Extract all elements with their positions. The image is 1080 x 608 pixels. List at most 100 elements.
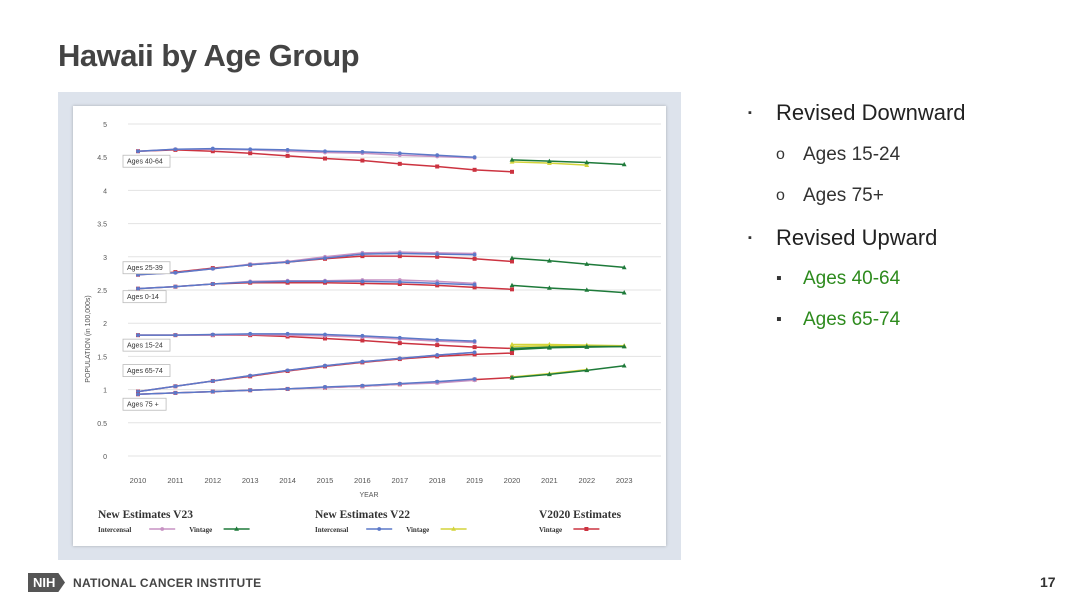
data-point-v2020_vintage: [435, 343, 440, 348]
data-point-v22_intercensal: [210, 332, 215, 337]
data-point-v22_intercensal: [136, 392, 140, 397]
data-point-v22_intercensal: [248, 147, 253, 152]
data-point-v2020_vintage: [472, 345, 477, 350]
data-point-v23_vintage: [584, 159, 590, 165]
data-point-v2020_vintage: [323, 336, 327, 341]
data-point-v22_intercensal: [360, 359, 365, 364]
bullet-marker: ▪: [776, 311, 782, 328]
bullet-marker: ▪: [748, 232, 752, 244]
data-point-v22_intercensal: [323, 256, 327, 261]
nih-badge: NIH: [28, 573, 65, 592]
data-point-v23_vintage: [621, 363, 627, 368]
x-tick-label: 2021: [541, 476, 558, 485]
y-tick-label: 3.5: [97, 222, 107, 229]
org-name: NATIONAL CANCER INSTITUTE: [73, 575, 262, 590]
legend-swatch-marker: [584, 527, 589, 531]
legend-swatch-marker: [234, 526, 239, 531]
data-point-v22_intercensal: [173, 147, 178, 152]
data-point-v22_intercensal: [397, 251, 402, 256]
data-point-v2020_vintage: [510, 169, 514, 174]
data-point-v23_vintage: [584, 261, 590, 266]
data-point-v22_intercensal: [323, 385, 327, 389]
bullet-text: Revised Downward: [776, 100, 966, 125]
legend-label: Intercensal: [315, 526, 348, 534]
bullet-ages-75-plus: o Ages 75+: [776, 185, 884, 207]
legend-swatch-marker: [160, 527, 165, 531]
data-point-v23_vintage: [584, 287, 590, 292]
data-point-v22_intercensal: [323, 279, 327, 284]
x-tick-label: 2016: [354, 476, 371, 485]
data-point-v23_vintage: [509, 375, 515, 380]
data-point-v22_intercensal: [285, 147, 290, 152]
series-line-v22_intercensal: [137, 351, 475, 393]
data-point-v22_intercensal: [323, 332, 327, 337]
y-tick-label: 2: [103, 321, 107, 328]
data-point-v2020_vintage: [285, 153, 290, 158]
series-line-v22_intercensal: [137, 147, 475, 158]
data-point-v2020_vintage: [397, 341, 402, 346]
data-point-v22_intercensal: [173, 391, 178, 395]
data-point-v2020_vintage: [360, 338, 365, 343]
bullet-ages-65-74: ▪ Ages 65-74: [776, 309, 900, 331]
data-point-v22_intercensal: [285, 279, 290, 284]
data-point-v22_intercensal: [472, 282, 477, 287]
data-point-v22_intercensal: [472, 155, 477, 160]
series-line-v23_vintage: [511, 284, 625, 294]
data-point-v22_intercensal: [435, 379, 440, 384]
data-point-v23_vintage: [509, 345, 515, 351]
data-point-v2020_vintage: [397, 161, 402, 166]
bullet-marker: o: [776, 187, 785, 204]
data-point-v23_vintage: [621, 264, 627, 270]
data-point-v22_intercensal: [210, 379, 215, 383]
data-point-v22_intercensal: [397, 151, 402, 156]
data-point-v2020_vintage: [435, 254, 440, 259]
group-label: Ages 40-64: [127, 159, 163, 166]
y-tick-label: 0.5: [97, 421, 107, 428]
data-point-v22_intercensal: [435, 353, 440, 357]
data-point-v23_vintage: [547, 158, 552, 163]
data-point-v22_intercensal: [285, 387, 290, 391]
legend-label: Vintage: [539, 526, 562, 534]
data-point-v22_intercensal: [248, 280, 253, 284]
series-line-v23_vintage: [511, 345, 625, 350]
bullet-text: Ages 15-24: [803, 144, 901, 165]
data-point-v2020_vintage: [472, 285, 477, 290]
data-point-v2020_vintage: [435, 283, 440, 288]
data-point-v22_intercensal: [136, 149, 140, 154]
slide-title: Hawaii by Age Group: [58, 38, 360, 73]
data-point-v23_vintage: [621, 290, 627, 295]
group-label: Ages 15-24: [127, 343, 163, 350]
data-point-v22_intercensal: [360, 383, 365, 388]
data-point-v22_intercensal: [397, 381, 402, 386]
population-line-chart: 0 0.5 1 1.5 2 2.5 3 3.5 4 4.5 5 2010 2011 2012 2013 201…: [85, 122, 661, 534]
group-label-box: [122, 290, 167, 304]
data-point-v22_intercensal: [136, 286, 140, 291]
data-point-v23_vintage: [584, 343, 590, 349]
legend-label: Vintage: [406, 526, 429, 534]
x-tick-label: 2014: [279, 476, 296, 485]
group-label: Ages 25-39: [127, 265, 163, 272]
group-label: Ages 0-14: [127, 294, 159, 301]
bullet-revised-upward: ▪ Revised Upward: [748, 225, 937, 251]
x-tick-label: 2017: [391, 476, 408, 485]
x-tick-label: 2012: [204, 476, 221, 485]
data-point-v23_vintage: [621, 343, 627, 349]
bullet-ages-40-64: ▪ Ages 40-64: [776, 268, 900, 290]
bullet-marker: o: [776, 146, 785, 163]
series-line-v23_vintage: [511, 159, 625, 166]
group-label-box: [122, 261, 171, 275]
x-tick-label: 2022: [578, 476, 595, 485]
data-point-v22_intercensal: [323, 363, 327, 368]
data-point-v22_intercensal: [248, 262, 253, 267]
legend-label: Intercensal: [98, 526, 131, 534]
x-tick-label: 2010: [130, 476, 147, 485]
data-point-v23_vintage: [547, 258, 552, 263]
data-point-v22_intercensal: [435, 252, 440, 257]
x-tick-label: 2020: [504, 476, 521, 485]
data-point-v2020_vintage: [360, 281, 365, 286]
y-tick-label: 4.5: [97, 155, 107, 162]
legend-swatch-marker: [377, 527, 382, 531]
bullet-text: Revised Upward: [776, 225, 938, 250]
x-tick-label: 2015: [317, 476, 334, 485]
data-point-v22_intercensal: [136, 333, 140, 338]
